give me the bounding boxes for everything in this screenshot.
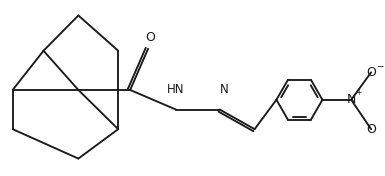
Text: +: + — [356, 88, 362, 97]
Text: N: N — [346, 93, 356, 106]
Text: O: O — [366, 123, 376, 136]
Text: O: O — [145, 30, 155, 43]
Text: −: − — [376, 61, 383, 70]
Text: HN: HN — [167, 83, 185, 96]
Text: O: O — [366, 66, 376, 79]
Text: N: N — [220, 83, 229, 96]
